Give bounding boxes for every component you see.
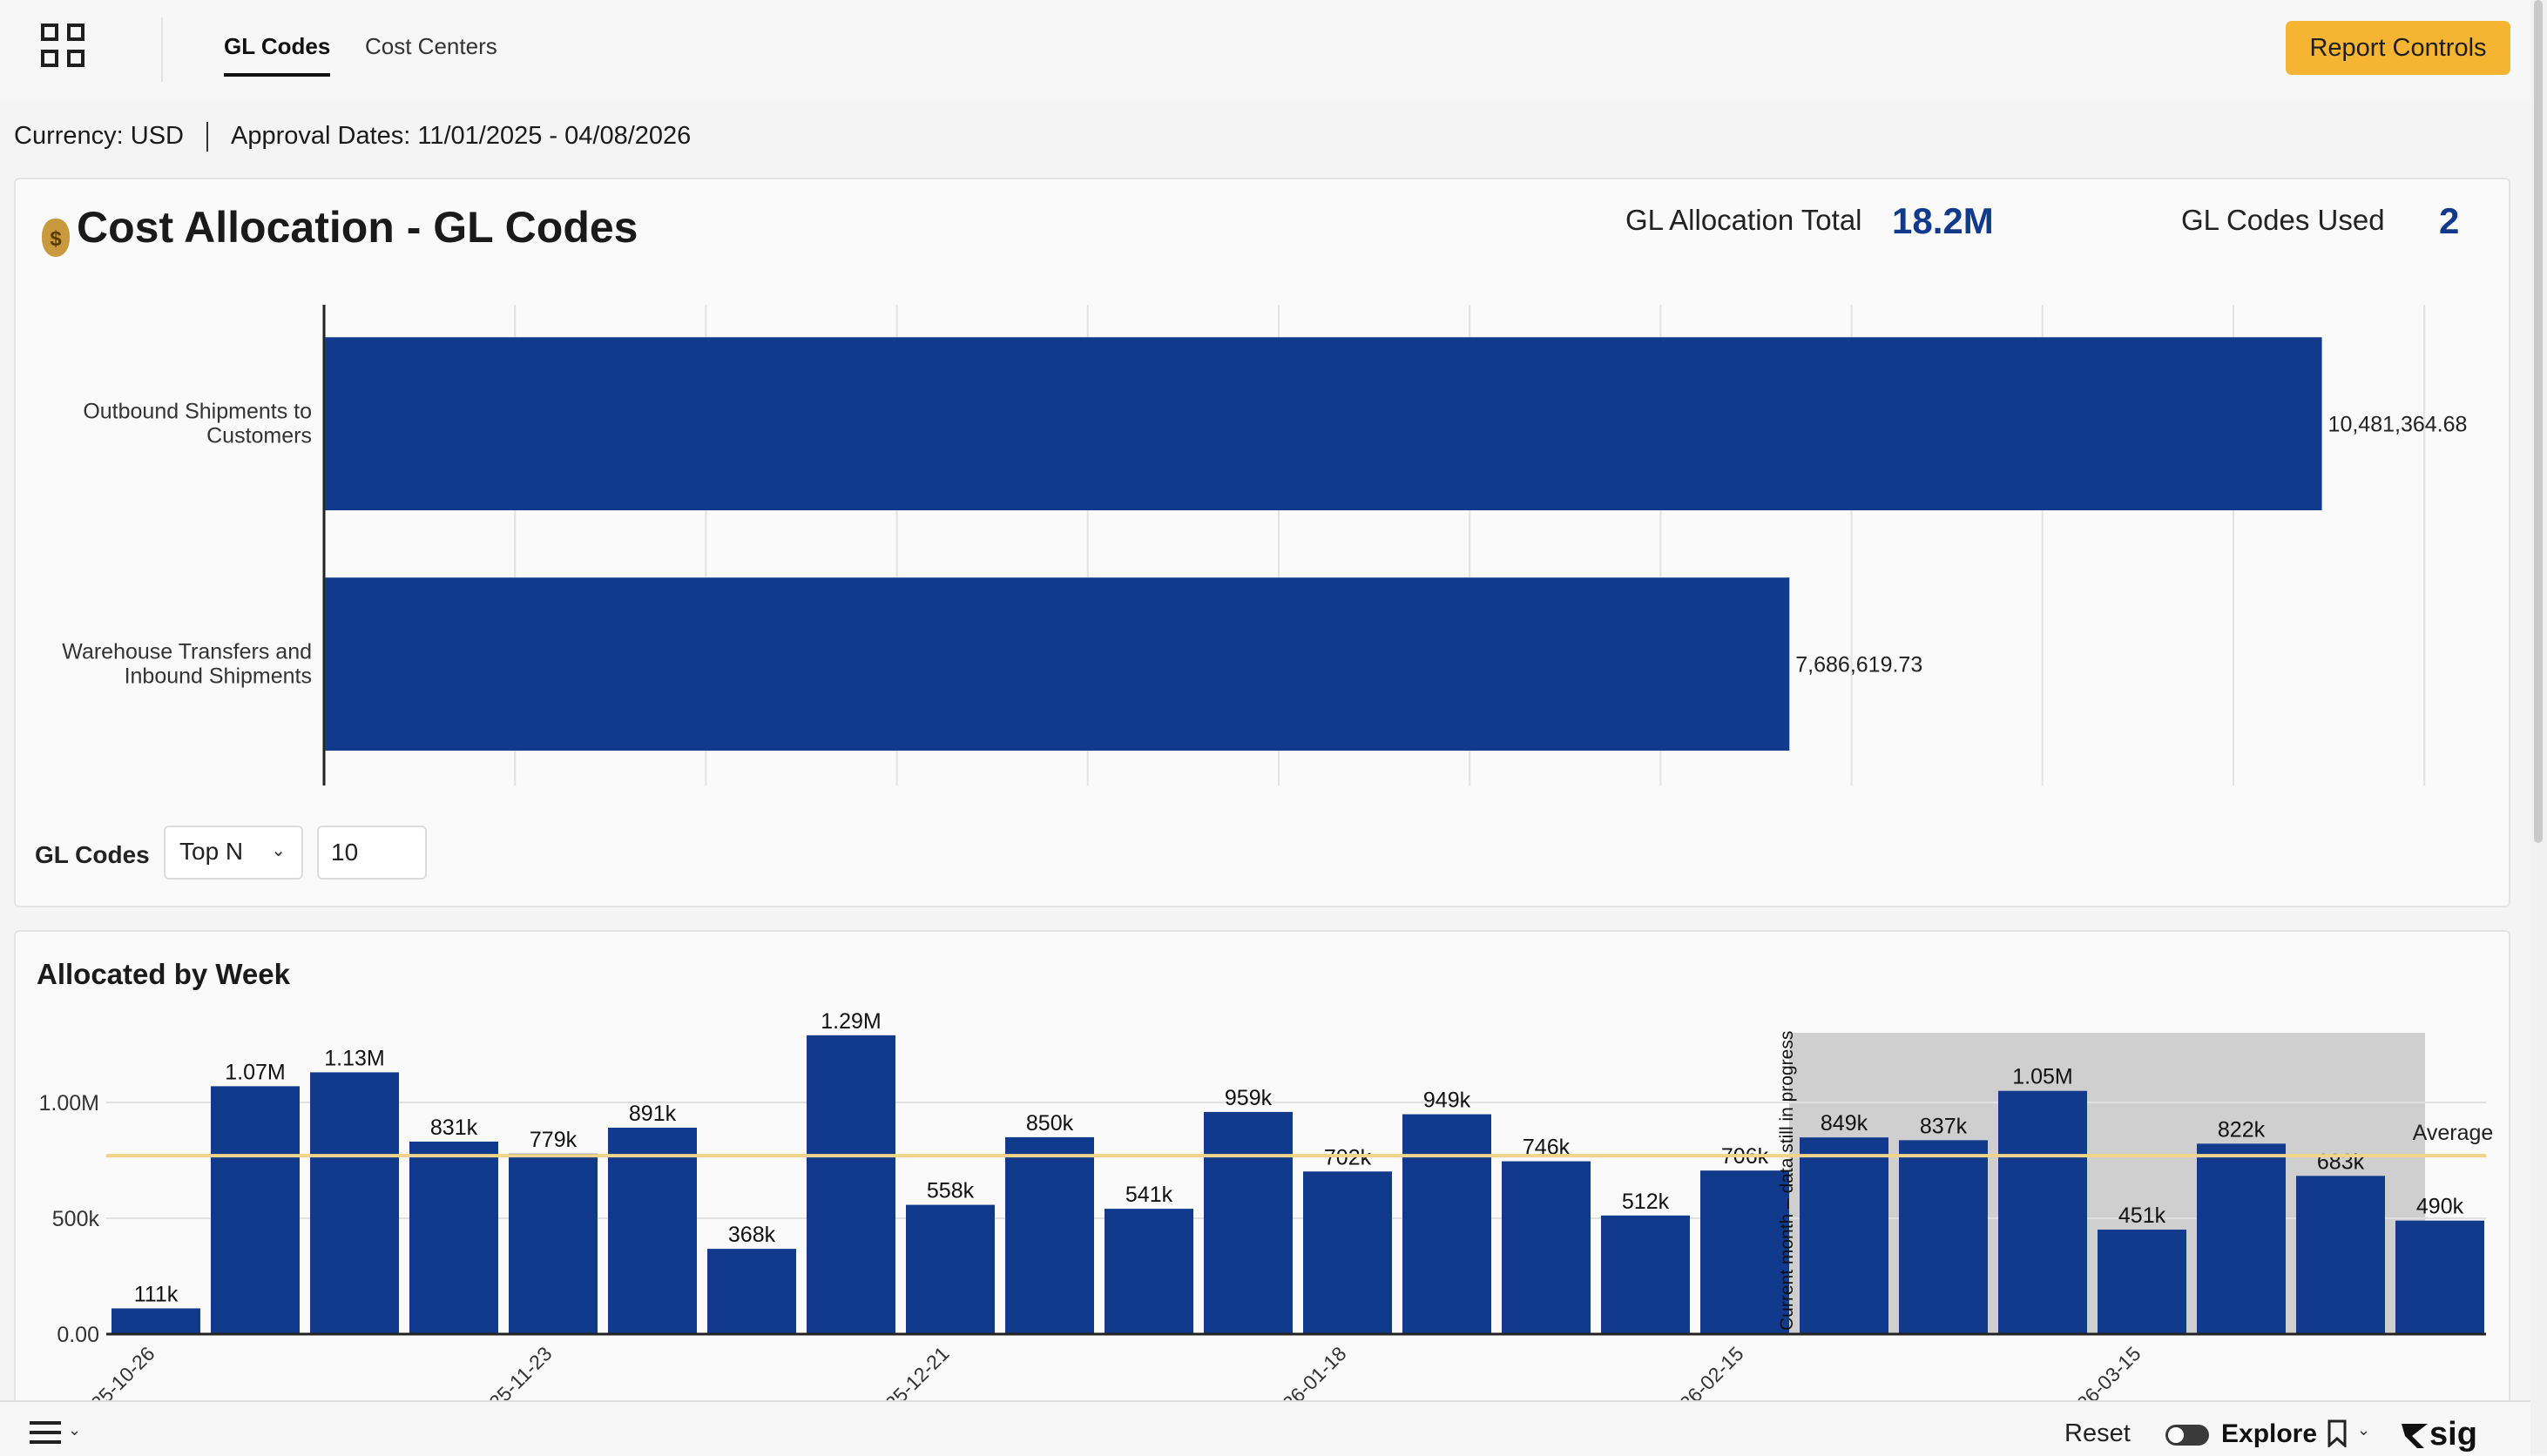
brand-mark-icon [2402,1424,2428,1448]
y-tick-label: 0.00 [57,1323,99,1347]
average-label: Average [2413,1121,2494,1145]
weekly-chart-title: Allocated by Week [37,958,290,990]
cost-allocation-panel: $ Cost Allocation - GL Codes GL Allocatio… [14,178,2510,907]
kpi-value-gl-codes-used: 2 [2439,200,2460,241]
bar-value-label: 1.29M [821,1009,881,1034]
approval-dates-label: Approval Dates: 11/01/2025 - 04/08/2026 [231,122,692,150]
bar-value-label: 111k [134,1282,179,1306]
bar [1700,1170,1789,1334]
category-label: Inbound Shipments [125,664,312,689]
bar-value-label: 850k [1026,1111,1074,1136]
category-label: Warehouse Transfers and [62,640,312,664]
brand-name: sig [2429,1416,2477,1453]
top-n-select-value: Top N [179,838,244,865]
brand-logo: sig [2400,1416,2477,1453]
bar [2296,1176,2385,1334]
category-label: Customers [206,424,312,448]
chevron-down-icon[interactable]: ⌄ [2357,1421,2371,1439]
bar-value-label: 849k [1821,1111,1868,1136]
bar [310,1072,399,1334]
moneybag-icon: $ [42,219,70,257]
top-n-select[interactable]: Top N ⌄ [164,826,303,880]
page-scrollbar[interactable] [2530,0,2547,1454]
explore-toggle[interactable] [2165,1425,2209,1446]
bar [1402,1114,1491,1334]
bar-value-label: 702k [1324,1145,1372,1170]
bar-value-label: 779k [530,1128,578,1152]
bar-value-label: 831k [430,1116,478,1140]
bar [1303,1171,1392,1334]
bar-value-label: 1.05M [2012,1065,2072,1089]
bar [807,1035,895,1334]
y-tick-label: 500k [52,1207,100,1231]
current-month-annotation: Current month – data still in progress [1777,1031,1797,1331]
bar-value-label: 368k [728,1223,776,1247]
gl-codes-control-label: GL Codes [35,841,150,868]
report-controls-button[interactable]: Report Controls [2286,21,2510,75]
bar-value-label: 1.07M [225,1060,285,1084]
bar-value-label: 891k [629,1102,677,1126]
bar [1005,1136,1094,1334]
bar-value-label: 451k [2118,1203,2166,1228]
tab-gl-codes[interactable]: GL Codes [224,33,331,77]
chevron-down-icon: ⌄ [271,841,286,860]
scrollbar-thumb[interactable] [2534,0,2543,843]
kpi-value-allocation-total: 18.2M [1892,200,1994,241]
page-title: $ Cost Allocation - GL Codes [42,202,638,257]
bar-value-label: 512k [1622,1190,1670,1214]
bar-value-label: 1.13M [324,1046,384,1070]
bar [1899,1140,1988,1334]
kpi-label-gl-codes-used: GL Codes Used [2181,204,2385,236]
filter-summary: Currency: USD Approval Dates: 11/01/2025 … [14,122,691,152]
bar [211,1086,300,1334]
y-tick-label: 1.00M [39,1091,99,1116]
bar [1601,1215,1690,1334]
bar [608,1127,697,1334]
bar [325,337,2322,510]
currency-label: Currency: USD [14,122,184,150]
weekly-bar-chart: 0.00 500k 1.00M 111k 1.07M 1.13M 831k 779k 891k 3… [39,1009,2494,1415]
divider [161,17,163,82]
cost-allocation-title: Cost Allocation - GL Codes [77,203,638,252]
bar-value-label: 822k [2218,1117,2266,1142]
bookmark-icon[interactable] [2327,1419,2347,1447]
bar [2197,1143,2286,1334]
explore-button[interactable]: Explore [2221,1419,2318,1448]
bar [1800,1137,1888,1334]
bar-value-label: 959k [1225,1086,1273,1110]
tab-cost-centers[interactable]: Cost Centers [365,33,497,59]
bar [2098,1230,2186,1334]
bar-value-label: 490k [2416,1195,2464,1219]
bar [1204,1111,1293,1334]
divider [206,122,208,152]
gl-codes-bar-chart: 10,481,364.68 Outbound Shipments toCustom… [62,305,2468,785]
category-label: Outbound Shipments to [83,400,312,424]
kpi-label-allocation-total: GL Allocation Total [1625,204,1862,236]
bar-value-label: 837k [1920,1114,1968,1138]
bar [906,1204,995,1334]
bar-value-label: 7,686,619.73 [1795,653,1922,677]
bar [707,1249,796,1334]
top-bar: GL Codes Cost Centers Report Controls [0,0,2530,99]
bar-value-label: 683k [2317,1149,2365,1174]
allocated-by-week-panel: Allocated by Week 0.00 500k 1.00M 111k 1.07M… [14,930,2510,1454]
apps-grid-icon[interactable] [41,24,91,74]
bar [2395,1220,2484,1334]
menu-icon[interactable] [30,1421,61,1444]
bar [1105,1209,1193,1334]
bar-value-label: 10,481,364.68 [2328,413,2468,437]
bar [325,577,1790,751]
bar [409,1141,498,1334]
bar-value-label: 558k [927,1179,975,1203]
bar [1502,1161,1591,1334]
bar [509,1153,598,1334]
bottom-toolbar: ⌄ Reset Explore ⌄ sig [0,1400,2530,1456]
bar [111,1308,200,1334]
chevron-down-icon[interactable]: ⌄ [68,1421,82,1439]
bar [1998,1090,2087,1334]
top-n-input[interactable] [317,826,427,880]
reset-button[interactable]: Reset [2064,1419,2131,1447]
bar-value-label: 949k [1423,1089,1471,1113]
bar-value-label: 541k [1125,1183,1173,1207]
